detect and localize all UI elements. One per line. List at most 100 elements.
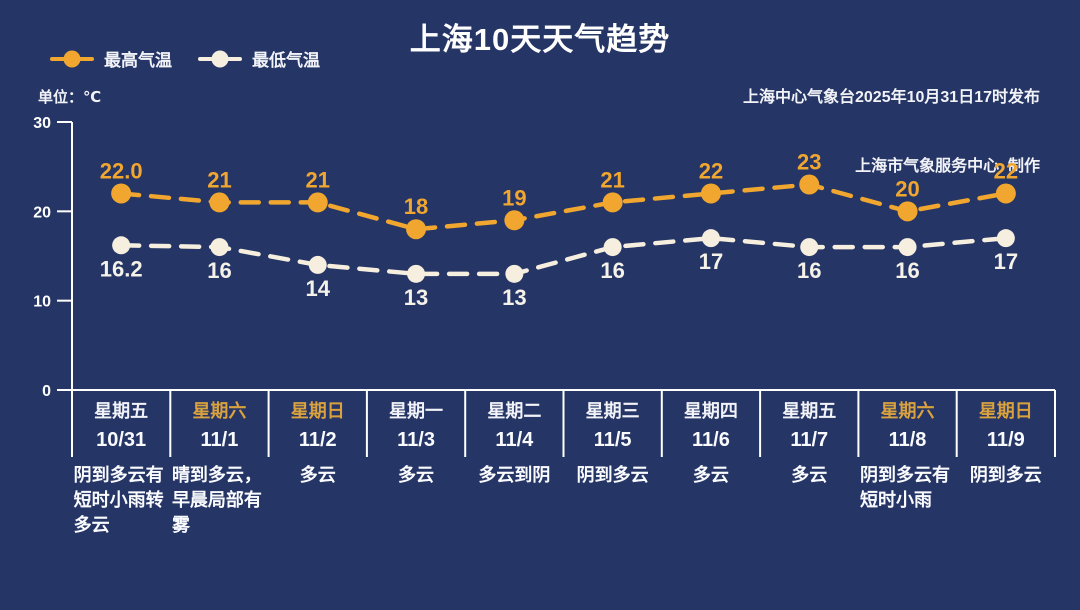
date-label: 11/9: [986, 429, 1025, 451]
weather-description: 多云到阴: [478, 465, 551, 485]
day-column: 星期六 11/1 晴到多云，早晨局部有雾: [170, 398, 268, 538]
data-point-low: [505, 264, 524, 283]
low-temp-line-icon: [198, 49, 242, 69]
date-label: 11/2: [298, 429, 337, 451]
unit-label: 单位：℃: [38, 89, 102, 106]
y-tick-label: 0: [42, 383, 51, 400]
day-column: 星期日 11/9 阴到多云: [957, 398, 1055, 538]
value-label-low: 17: [699, 249, 723, 274]
value-label-high: 22.0: [100, 158, 143, 183]
value-label-low: 16: [207, 258, 231, 283]
page-title: 上海10天天气趋势: [409, 22, 671, 57]
value-label-high: 21: [600, 167, 624, 192]
date-label: 11/4: [495, 429, 534, 451]
weekday-label: 星期日: [978, 401, 1033, 421]
legend-label-low-temp: 最低气温: [252, 51, 320, 70]
value-label-high: 22: [699, 158, 723, 183]
legend-item-high-temp: 最高气温: [50, 46, 172, 71]
data-point-high: [799, 174, 820, 195]
data-point-low: [800, 238, 819, 257]
weather-description: 晴到多云，早晨局部有雾: [171, 465, 262, 535]
series-line-low: [118, 235, 1009, 277]
series-line-high: [118, 182, 1009, 232]
weather-description: 多云: [299, 465, 336, 485]
date-label: 11/1: [200, 429, 239, 451]
high-temp-line-icon: [50, 49, 94, 69]
value-label-high: 22: [994, 158, 1018, 183]
value-label-high: 23: [797, 150, 821, 175]
day-column: 星期五 11/7 多云: [760, 398, 858, 538]
date-label: 10/31: [96, 429, 147, 451]
data-point-high: [602, 192, 623, 213]
date-label: 11/7: [790, 429, 829, 451]
weekday-label: 星期五: [94, 401, 149, 421]
value-label-low: 16: [797, 258, 821, 283]
data-point-high: [504, 210, 525, 231]
weather-description: 阴到多云有短时小雨转多云: [73, 465, 164, 535]
data-point-high: [209, 192, 230, 213]
weather-description: 阴到多云有短时小雨: [860, 465, 951, 510]
value-label-low: 14: [306, 276, 331, 301]
value-label-low: 16: [895, 258, 919, 283]
value-label-low: 16: [600, 258, 624, 283]
data-point-low: [112, 236, 131, 255]
weekday-label: 星期一: [389, 401, 444, 421]
value-label-low: 16.2: [100, 256, 143, 281]
legend-label-high-temp: 最高气温: [104, 51, 172, 70]
weekday-label: 星期六: [880, 401, 935, 421]
data-point-low: [603, 238, 622, 257]
value-label-low: 17: [994, 249, 1018, 274]
data-point-high: [995, 183, 1016, 204]
date-label: 11/6: [692, 429, 730, 451]
legend-item-low-temp: 最低气温: [198, 46, 320, 71]
y-tick-label: 20: [33, 204, 51, 221]
data-point-low: [701, 229, 720, 248]
weekday-label: 星期五: [782, 401, 837, 421]
data-point-high: [111, 183, 132, 204]
day-column: 星期四 11/6 多云: [662, 398, 760, 538]
day-column: 星期日 11/2 多云: [269, 398, 367, 538]
value-label-high: 18: [404, 194, 428, 219]
weather-description: 阴到多云: [576, 465, 649, 485]
date-label: 11/8: [888, 429, 927, 451]
weather-description: 多云: [398, 465, 435, 485]
data-point-high: [307, 192, 328, 213]
chart-legend: 最高气温 最低气温: [50, 46, 320, 71]
day-column: 星期六 11/8 阴到多云有短时小雨: [858, 398, 956, 538]
publisher-line-1: 上海中心气象台2025年10月31日17时发布: [743, 89, 1040, 106]
data-point-low: [407, 264, 426, 283]
value-label-high: 19: [502, 185, 526, 210]
data-point-low: [996, 229, 1015, 248]
day-column: 星期二 11/4 多云到阴: [465, 398, 563, 538]
data-point-low: [210, 238, 229, 257]
data-point-low: [308, 255, 327, 274]
publisher-info: 上海中心气象台2025年10月31日17时发布 上海市气象服务中心 制作: [743, 40, 1040, 224]
value-label-high: 21: [207, 167, 231, 192]
weather-description: 多云: [791, 465, 828, 485]
weekday-label: 星期二: [487, 401, 542, 421]
day-column: 星期三 11/5 阴到多云: [563, 398, 661, 538]
day-column: 星期一 11/3 多云: [367, 398, 465, 538]
data-point-high: [897, 201, 918, 222]
value-label-low: 13: [404, 285, 428, 310]
weekday-label: 星期三: [585, 401, 640, 421]
value-label-low: 13: [502, 285, 526, 310]
weather-description: 阴到多云: [969, 465, 1042, 485]
weather-description: 多云: [692, 465, 729, 485]
weekday-label: 星期四: [683, 401, 738, 421]
y-tick-label: 30: [33, 115, 51, 132]
weekday-label: 星期日: [290, 401, 345, 421]
value-label-high: 21: [306, 167, 330, 192]
publisher-line-2: 上海市气象服务中心 制作: [855, 158, 1040, 175]
day-column: 星期五 10/31 阴到多云有短时小雨转多云: [72, 398, 170, 538]
y-tick-label: 10: [33, 294, 51, 311]
data-point-low: [898, 238, 917, 257]
value-label-high: 20: [895, 176, 919, 201]
data-point-high: [700, 183, 721, 204]
date-label: 11/5: [593, 429, 632, 451]
data-point-high: [406, 219, 427, 240]
date-label: 11/3: [397, 429, 435, 451]
